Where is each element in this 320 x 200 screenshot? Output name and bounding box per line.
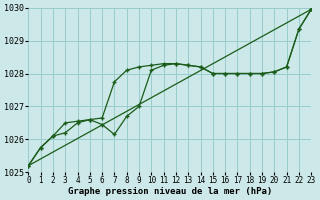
X-axis label: Graphe pression niveau de la mer (hPa): Graphe pression niveau de la mer (hPa) [68, 187, 272, 196]
